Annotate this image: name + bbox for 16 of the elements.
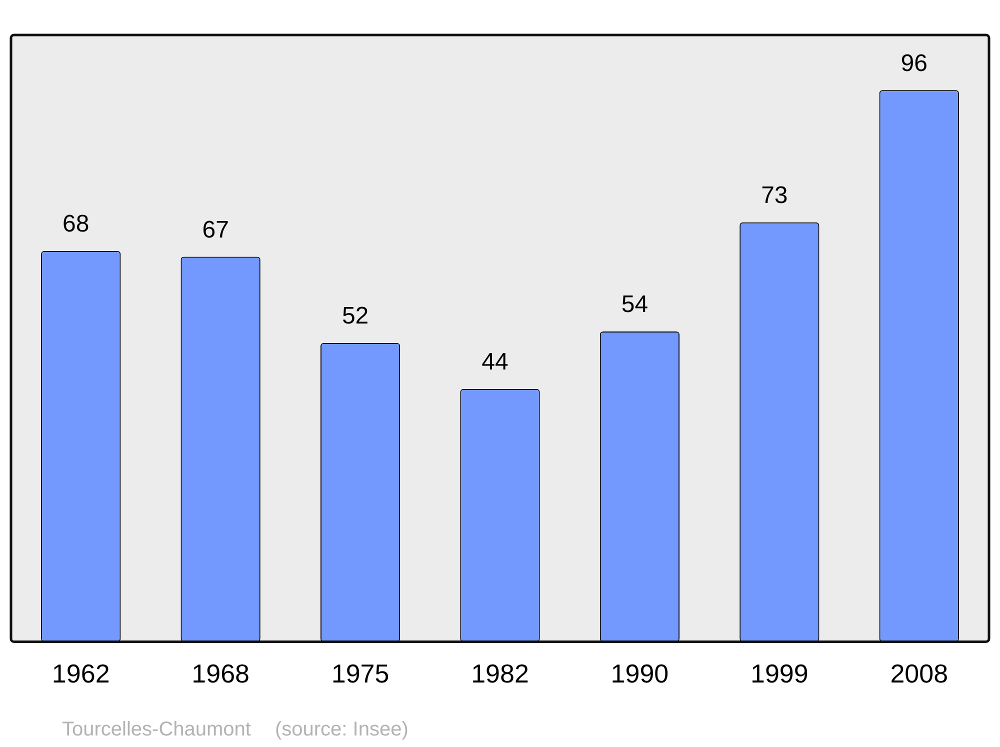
data-label: 44 [482,348,508,376]
text: Tourcelles-Chaumont [62,718,252,741]
text: (source: Insee) [274,718,408,741]
data-label: 96 [900,50,928,77]
data-label: 54 [621,291,648,318]
x-tick-label: 2008 [890,658,948,689]
data-label: 68 [62,210,90,238]
data-label: 52 [342,302,369,330]
x-tick-label: 1999 [750,658,808,689]
data-label: 73 [761,182,788,209]
x-tick-label: 1982 [471,658,529,689]
x-tick-label: 1990 [610,658,669,689]
data-label: 67 [202,216,229,244]
x-tick-label: 1975 [331,658,390,689]
x-tick-label: 1962 [52,658,110,689]
x-tick-label: 1968 [192,658,250,689]
